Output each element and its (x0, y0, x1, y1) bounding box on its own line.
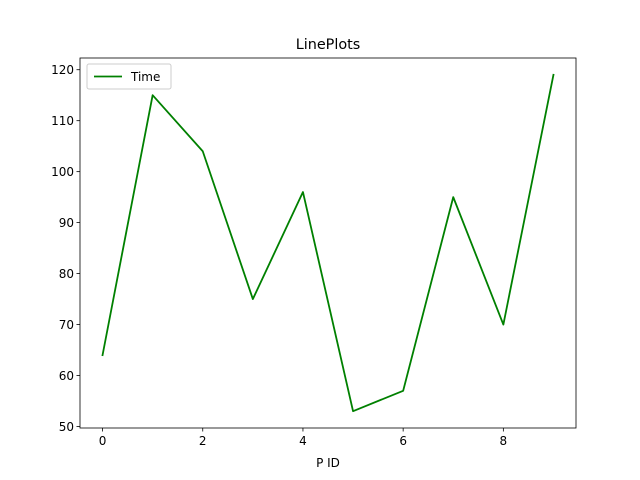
legend-box (86, 63, 172, 90)
plot-frame (79, 57, 577, 429)
y-tick-label: 70 (59, 318, 74, 332)
series-line-time (101, 73, 555, 413)
y-tick-label: 60 (59, 369, 74, 383)
x-tick-label: 8 (500, 434, 508, 448)
chart-title: LinePlots (296, 37, 361, 53)
legend-label-time: Time (130, 70, 160, 84)
y-tick-label: 100 (51, 165, 74, 179)
plot-area (80, 58, 576, 428)
x-axis: 0 2 4 6 8 (99, 428, 507, 448)
series-layer (101, 73, 555, 413)
y-axis: 50 60 70 80 90 100 110 120 (51, 63, 80, 434)
y-tick-label: 50 (59, 420, 74, 434)
x-tick-label: 4 (299, 434, 307, 448)
legend: Time (86, 63, 172, 90)
y-tick-label: 120 (51, 63, 74, 77)
y-tick-label: 80 (59, 267, 74, 281)
x-tick-label: 6 (399, 434, 407, 448)
x-tick-label: 2 (199, 434, 207, 448)
y-tick-label: 90 (59, 216, 74, 230)
y-tick-label: 110 (51, 114, 74, 128)
x-axis-label: P ID (316, 456, 340, 470)
x-tick-label: 0 (99, 434, 107, 448)
